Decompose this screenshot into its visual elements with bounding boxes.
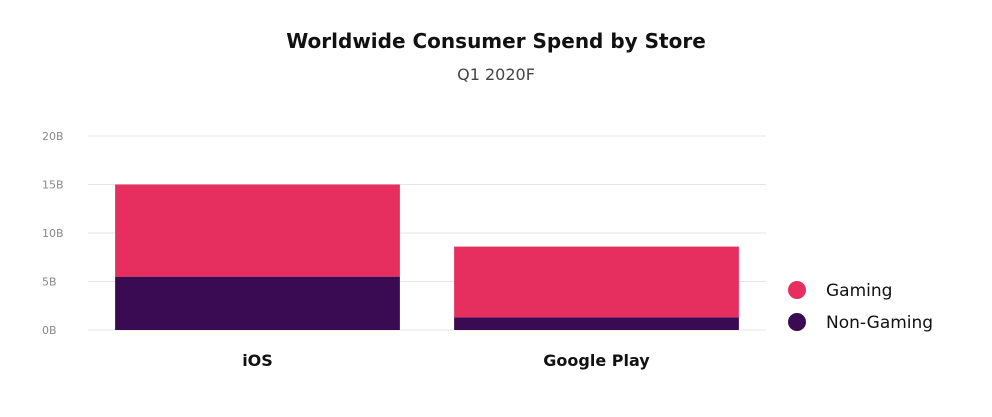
legend-swatch [788, 313, 806, 331]
y-tick-label: 0B [42, 324, 57, 337]
x-axis-labels: iOS Google Play [242, 351, 650, 370]
chart-subtitle: Q1 2020F [457, 65, 535, 84]
y-tick-label: 5B [42, 276, 57, 289]
y-axis-ticks: 0B 5B 10B 15B 20B [42, 130, 64, 337]
bar-non-gaming-ios [115, 276, 400, 330]
bar-gaming-ios [115, 184, 400, 277]
bar-non-gaming-google-play [454, 317, 739, 330]
legend: Gaming Non-Gaming [788, 281, 933, 333]
bars [115, 184, 739, 330]
bar-gaming-google-play [454, 246, 739, 318]
y-tick-label: 20B [42, 130, 64, 143]
legend-swatch [788, 281, 806, 299]
legend-label: Gaming [826, 281, 892, 301]
y-tick-label: 10B [42, 227, 64, 240]
y-tick-label: 15B [42, 179, 64, 192]
chart-title: Worldwide Consumer Spend by Store [286, 29, 706, 53]
x-category-label: iOS [242, 351, 273, 370]
x-category-label: Google Play [543, 351, 650, 370]
legend-label: Non-Gaming [826, 313, 933, 333]
